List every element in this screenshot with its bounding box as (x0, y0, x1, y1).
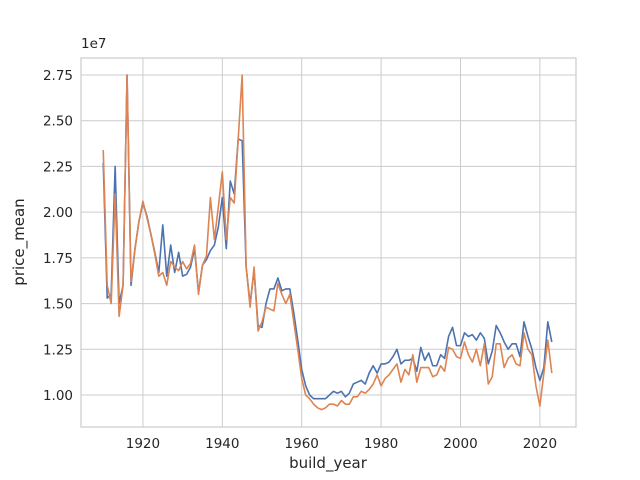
x-tick-label: 1980 (364, 436, 398, 452)
x-tick-label: 1920 (126, 436, 160, 452)
y-tick-label: 1.25 (43, 342, 73, 358)
x-tick-label: 2020 (523, 436, 557, 452)
x-tick-label: 2000 (443, 436, 477, 452)
y-tick-label: 2.00 (43, 205, 73, 221)
x-axis-label: build_year (289, 454, 368, 473)
y-tick-label: 1.75 (43, 251, 73, 267)
x-tick-label: 1960 (285, 436, 319, 452)
x-tick-label: 1940 (205, 436, 239, 452)
y-tick-label: 2.25 (43, 159, 73, 175)
y-offset-label: 1e7 (81, 36, 106, 52)
y-tick-label: 1.50 (43, 297, 73, 313)
plot-frame (80, 57, 577, 428)
plot-area (81, 58, 576, 427)
series-line (102, 74, 553, 400)
y-axis-label: price_mean (10, 198, 29, 285)
y-tick-label: 2.50 (43, 114, 73, 130)
y-tick-label: 1.00 (43, 388, 73, 404)
y-tick-label: 2.75 (43, 68, 73, 84)
series-line (102, 74, 553, 411)
